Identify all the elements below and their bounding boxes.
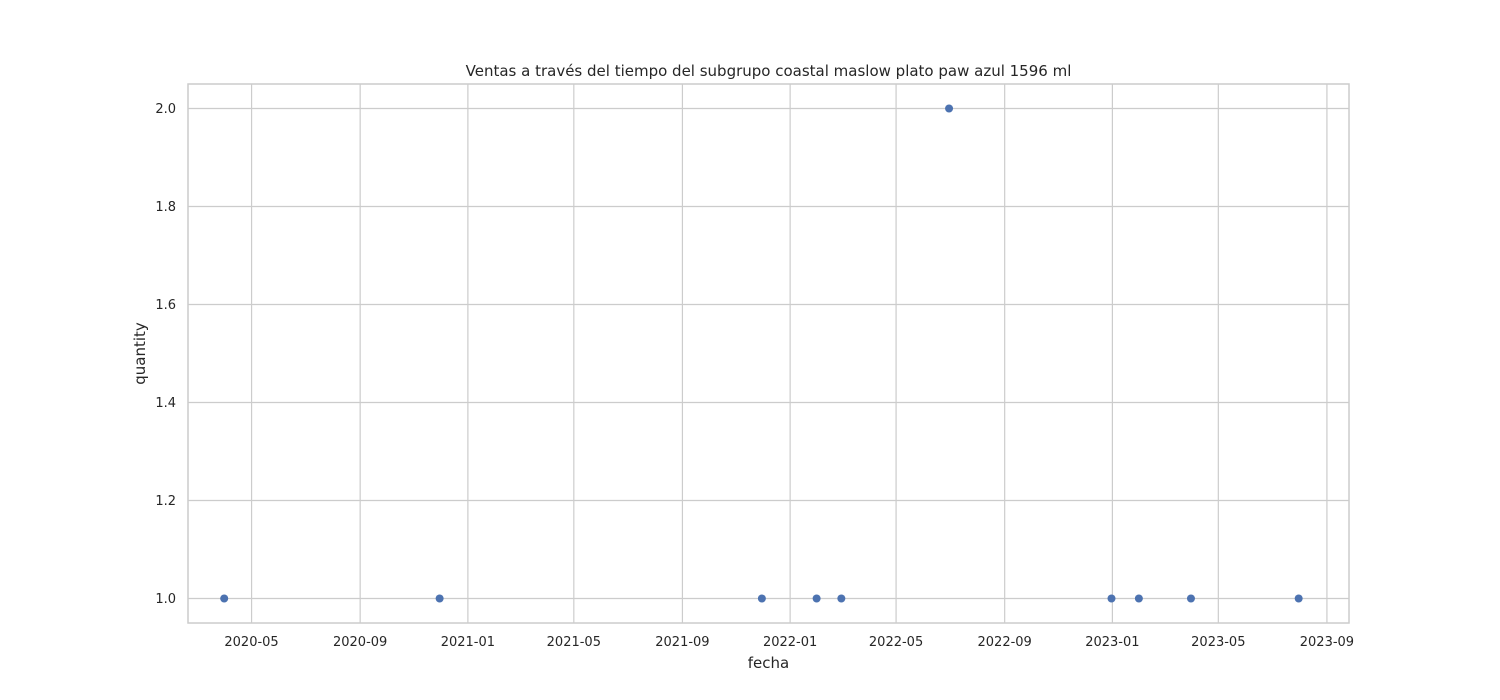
y-tick-label: 1.0 [155, 592, 176, 607]
data-point [1107, 594, 1116, 603]
y-axis: 1.0 1.2 1.4 1.6 1.8 2.0 [155, 102, 176, 607]
data-point [220, 594, 229, 603]
x-axis-label: fecha [748, 654, 789, 672]
x-tick-label: 2021-09 [655, 635, 709, 650]
grid-layer [188, 84, 1349, 623]
x-tick-label: 2023-01 [1085, 635, 1139, 650]
x-tick-label: 2022-01 [763, 635, 817, 650]
y-axis-label: quantity [131, 322, 149, 385]
data-point [837, 594, 846, 603]
y-tick-label: 1.8 [155, 200, 176, 215]
x-tick-label: 2023-09 [1300, 635, 1354, 650]
data-points [220, 104, 1303, 603]
x-tick-label: 2020-05 [224, 635, 278, 650]
chart-title: Ventas a través del tiempo del subgrupo … [466, 62, 1072, 80]
data-point [435, 594, 444, 603]
data-point [1134, 594, 1143, 603]
data-point [812, 594, 821, 603]
y-tick-label: 1.6 [155, 298, 176, 313]
x-tick-label: 2021-01 [441, 635, 495, 650]
y-tick-label: 1.4 [155, 396, 176, 411]
data-point [1294, 594, 1303, 603]
plot-area-frame [187, 83, 1350, 624]
y-tick-label: 1.2 [155, 494, 176, 509]
x-tick-label: 2022-05 [869, 635, 923, 650]
x-tick-label: 2022-09 [978, 635, 1032, 650]
data-point [757, 594, 766, 603]
x-tick-label: 2021-05 [547, 635, 601, 650]
x-tick-label: 2023-05 [1191, 635, 1245, 650]
x-tick-label: 2020-09 [333, 635, 387, 650]
y-tick-label: 2.0 [155, 102, 176, 117]
data-point [945, 104, 954, 113]
data-point [1186, 594, 1195, 603]
x-axis: 2020-05 2020-09 2021-01 2021-05 2021-09 2022-… [224, 635, 1354, 650]
